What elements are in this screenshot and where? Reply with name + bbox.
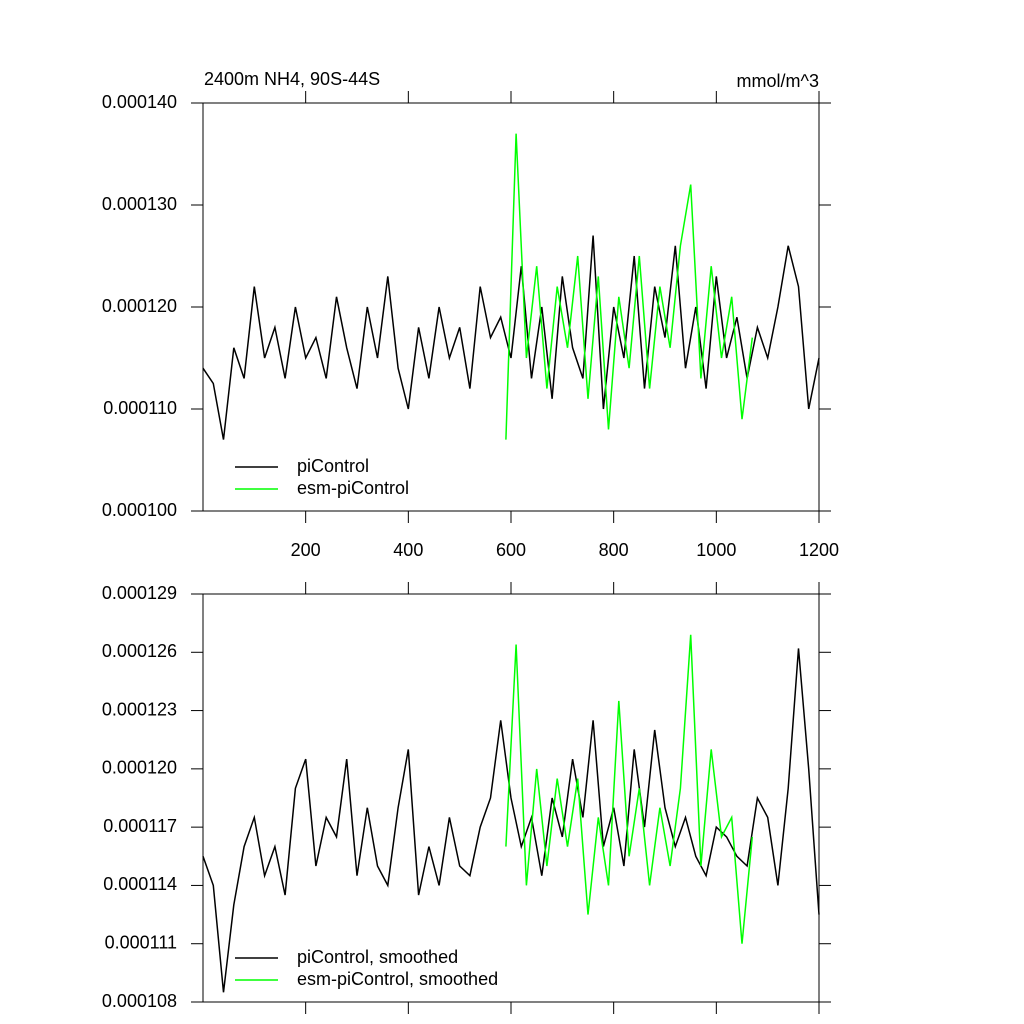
data-line [202, 235, 820, 440]
x-tick-label: 600 [496, 540, 526, 560]
y-tick-label: 0.000120 [102, 296, 177, 316]
x-tick-label: 200 [291, 540, 321, 560]
y-tick-label: 0.000114 [103, 874, 177, 894]
y-tick-label: 0.000123 [102, 699, 177, 719]
data-line [505, 634, 754, 944]
y-tick-label: 0.000110 [103, 398, 177, 418]
x-tick-label: 800 [599, 540, 629, 560]
x-tick-label: 1200 [799, 540, 839, 560]
legend-label: esm-piControl, smoothed [297, 969, 498, 989]
x-tick-label: 1000 [696, 540, 736, 560]
x-tick-label: 400 [393, 540, 423, 560]
y-tick-label: 0.000120 [102, 758, 177, 778]
y-tick-label: 0.000111 [105, 932, 177, 952]
legend-label: piControl [297, 456, 369, 476]
y-tick-label: 0.000117 [103, 816, 177, 836]
y-tick-label: 0.000126 [102, 641, 177, 661]
y-tick-label: 0.000108 [102, 991, 177, 1011]
units-label: mmol/m^3 [737, 71, 819, 91]
y-tick-label: 0.000130 [102, 194, 177, 214]
legend-label: piControl, smoothed [297, 947, 458, 967]
y-tick-label: 0.000140 [102, 92, 177, 112]
y-tick-label: 0.000129 [102, 583, 177, 603]
legend-label: esm-piControl [297, 478, 409, 498]
chart-title: 2400m NH4, 90S-44S [204, 69, 380, 89]
data-line [505, 133, 754, 440]
y-tick-label: 0.000100 [102, 500, 177, 520]
data-line [202, 648, 820, 993]
